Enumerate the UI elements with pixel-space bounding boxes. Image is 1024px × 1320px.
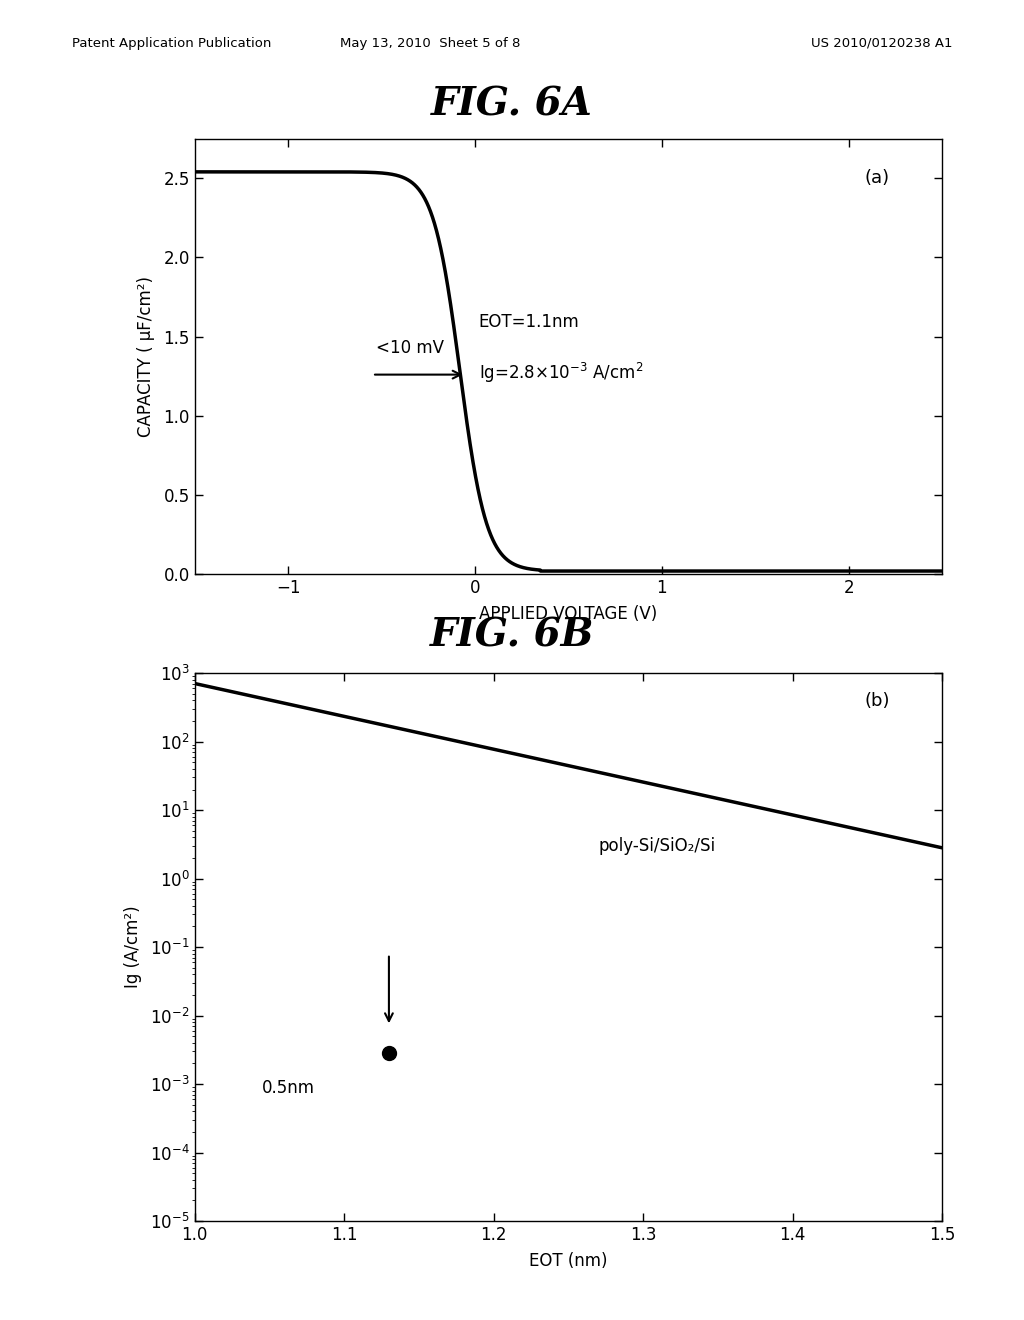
Text: EOT=1.1nm: EOT=1.1nm [478, 313, 580, 331]
Text: May 13, 2010  Sheet 5 of 8: May 13, 2010 Sheet 5 of 8 [340, 37, 520, 50]
Text: (a): (a) [864, 169, 890, 187]
Y-axis label: CAPACITY ( μF/cm²): CAPACITY ( μF/cm²) [137, 276, 155, 437]
Text: 0.5nm: 0.5nm [262, 1078, 314, 1097]
Text: FIG. 6A: FIG. 6A [431, 86, 593, 124]
X-axis label: EOT (nm): EOT (nm) [529, 1253, 607, 1270]
Text: <10 mV: <10 mV [376, 339, 443, 358]
Text: Ig=2.8$\times$10$^{-3}$ A/cm$^{2}$: Ig=2.8$\times$10$^{-3}$ A/cm$^{2}$ [478, 360, 643, 385]
X-axis label: APPLIED VOLTAGE (V): APPLIED VOLTAGE (V) [479, 606, 657, 623]
Y-axis label: Ig (A/cm²): Ig (A/cm²) [124, 906, 141, 989]
Text: Patent Application Publication: Patent Application Publication [72, 37, 271, 50]
Text: poly-Si/SiO₂/Si: poly-Si/SiO₂/Si [598, 837, 716, 855]
Text: FIG. 6B: FIG. 6B [430, 616, 594, 655]
Text: (b): (b) [864, 693, 890, 710]
Text: US 2010/0120238 A1: US 2010/0120238 A1 [811, 37, 952, 50]
